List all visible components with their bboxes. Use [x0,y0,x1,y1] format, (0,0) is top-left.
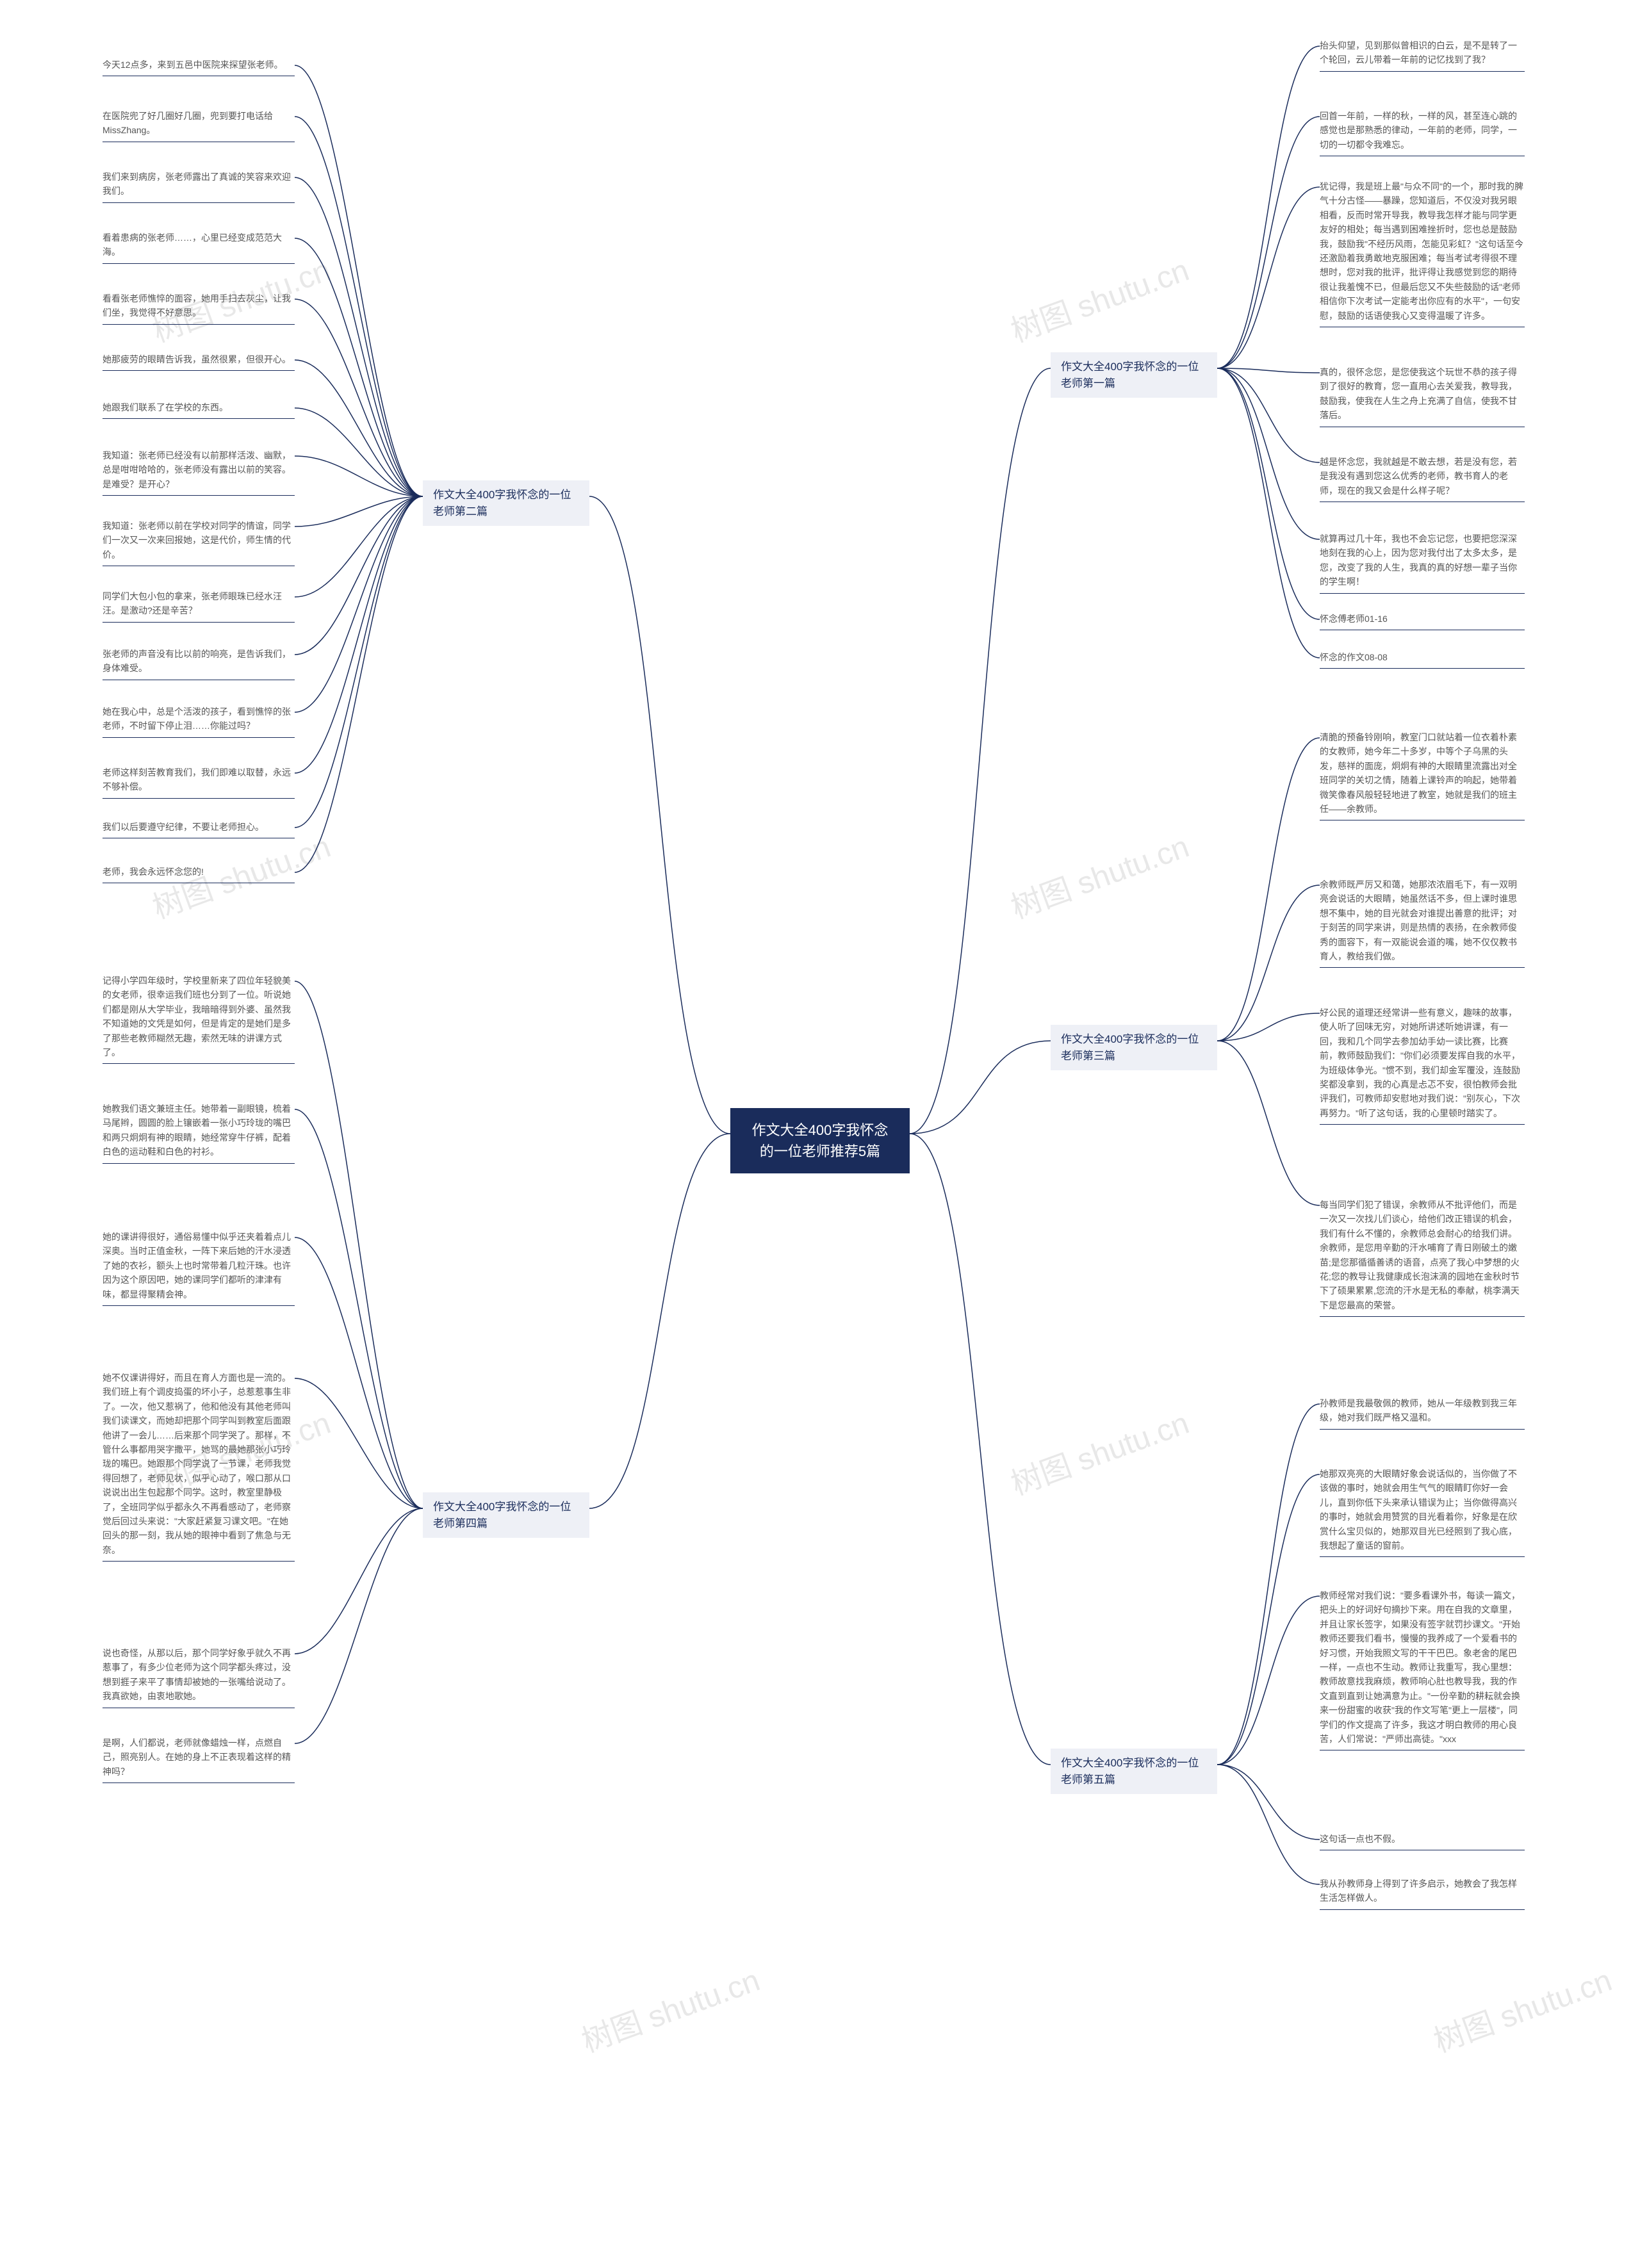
leaf-node: 她在我心中，总是个活泼的孩子，看到憔悴的张老师，不时留下停止泪……你能过吗？ [102,705,295,738]
watermark: 树图 shutu.cn [1004,245,1194,350]
leaf-node: 同学们大包小包的拿来，张老师眼珠已经水汪汪。是激动?还是辛苦？ [102,589,295,623]
leaf-node: 这句话一点也不假。 [1320,1832,1525,1850]
leaf-node: 我知道：张老师以前在学校对同学的情谊，同学们一次又一次来回报她，这是代价，师生情… [102,519,295,566]
leaf-node: 是啊，人们都说，老师就像蜡烛一样，点燃自己，照亮别人。在她的身上不正表现着这样的… [102,1736,295,1783]
branch-node: 作文大全400字我怀念的一位老师第二篇 [423,480,589,526]
leaf-node: 清脆的预备铃刚响，教室门口就站着一位衣着朴素的女教师，她今年二十多岁，中等个子乌… [1320,730,1525,820]
leaf-node: 真的，很怀念您，是您使我这个玩世不恭的孩子得到了很好的教育，您一直用心去关爱我，… [1320,365,1525,427]
branch-node: 作文大全400字我怀念的一位老师第一篇 [1051,352,1217,398]
leaf-node: 她那双亮亮的大眼睛好象会说话似的，当你做了不该做的事时，她就会用生气气的眼睛盯你… [1320,1467,1525,1557]
leaf-node: 怀念的作文08-08 [1320,650,1525,669]
leaf-node: 犹记得，我是班上最"与众不同"的一个，那时我的脾气十分古怪——暴躁，您知道后，不… [1320,179,1525,327]
watermark: 树图 shutu.cn [1427,1955,1617,2060]
watermark: 树图 shutu.cn [1004,821,1194,927]
leaf-node: 看着患病的张老师……，心里已经变成范范大海。 [102,231,295,264]
leaf-node: 我们来到病房，张老师露出了真诚的笑容来欢迎我们。 [102,170,295,203]
leaf-node: 在医院兜了好几圈好几圈，兜到要打电话给MissZhang。 [102,109,295,142]
leaf-node: 我们以后要遵守纪律，不要让老师担心。 [102,820,295,838]
leaf-node: 我知道：张老师已经没有以前那样活泼、幽默，总是咁咁哈哈的，张老师没有露出以前的笑… [102,448,295,496]
leaf-node: 就算再过几十年，我也不会忘记您，也要把您深深地刻在我的心上，因为您对我付出了太多… [1320,532,1525,594]
branch-node: 作文大全400字我怀念的一位老师第四篇 [423,1492,589,1538]
leaf-node: 抬头仰望，见到那似曾相识的白云，是不是转了一个轮回，云儿带着一年前的记忆找到了我… [1320,38,1525,72]
branch-node: 作文大全400字我怀念的一位老师第三篇 [1051,1025,1217,1070]
leaf-node: 我从孙教师身上得到了许多启示，她教会了我怎样生活怎样做人。 [1320,1877,1525,1910]
leaf-node: 孙教师是我最敬佩的教师，她从一年级教到我三年级，她对我们既严格又温和。 [1320,1396,1525,1430]
center-node: 作文大全400字我怀念的一位老师推荐5篇 [730,1108,910,1173]
watermark: 树图 shutu.cn [575,1955,765,2060]
leaf-node: 余教师既严厉又和蔼，她那浓浓眉毛下，有一双明亮会说话的大眼睛，她虽然话不多，但上… [1320,877,1525,968]
leaf-node: 她不仅课讲得好，而且在育人方面也是一流的。我们班上有个调皮捣蛋的坏小子，总惹惹事… [102,1371,295,1562]
leaf-node: 说也奇怪，从那以后，那个同学好象乎就久不再惹事了，有多少位老师为这个同学都头疼过… [102,1646,295,1708]
leaf-node: 张老师的声音没有比以前的响亮，是告诉我们，身体难受。 [102,647,295,680]
leaf-node: 每当同学们犯了错误，余教师从不批评他们，而是一次又一次找儿们谈心，给他们改正错误… [1320,1198,1525,1317]
leaf-node: 她那疲劳的眼睛告诉我，虽然很累，但很开心。 [102,352,295,371]
leaf-node: 老师这样刻苦教育我们，我们即难以取替，永远不够补偿。 [102,765,295,799]
leaf-node: 她教我们语文兼班主任。她带着一副眼镜，梳着马尾辫，圆圆的脸上镶嵌着一张小巧玲珑的… [102,1102,295,1164]
leaf-node: 看看张老师憔悴的面容，她用手扫去灰尘，让我们坐，我觉得不好意思。 [102,291,295,325]
leaf-node: 好公民的道理还经常讲一些有意义，趣味的故事，使人听了回味无穷，对她所讲述听她讲课… [1320,1006,1525,1125]
leaf-node: 老师，我会永远怀念您的! [102,865,295,883]
watermark: 树图 shutu.cn [1004,1398,1194,1503]
leaf-node: 回首一年前，一样的秋，一样的风，甚至连心跳的感觉也是那熟悉的律动，一年前的老师，… [1320,109,1525,156]
leaf-node: 记得小学四年级时，学校里新来了四位年轻貌美的女老师，很幸运我们班也分到了一位。听… [102,974,295,1064]
leaf-node: 越是怀念您，我就越是不敢去想，若是没有您，若是我没有遇到您这么优秀的老师，教书育… [1320,455,1525,502]
leaf-node: 她的课讲得很好，通俗易懂中似乎还夹着着点儿深奥。当时正值金秋，一阵下来后她的汗水… [102,1230,295,1306]
branch-node: 作文大全400字我怀念的一位老师第五篇 [1051,1749,1217,1794]
leaf-node: 怀念傅老师01-16 [1320,612,1525,630]
leaf-node: 教师经常对我们说："要多看课外书，每读一篇文，把头上的好词好句摘抄下来。用在自我… [1320,1588,1525,1750]
leaf-node: 今天12点多，来到五邑中医院来探望张老师。 [102,58,295,76]
leaf-node: 她跟我们联系了在学校的东西。 [102,400,295,419]
